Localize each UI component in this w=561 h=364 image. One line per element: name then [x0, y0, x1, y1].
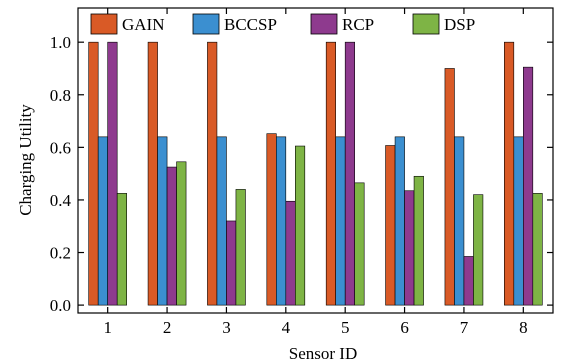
x-tick-label: 1 — [103, 318, 112, 337]
bar-bccsp-sensor-8 — [513, 136, 524, 306]
ticks-layer: 0.0 0.2 0.4 0.6 0.8 1.0 1 2 3 4 5 6 7 8 — [50, 8, 553, 337]
y-tick-label: 0.4 — [50, 191, 72, 210]
bar-rcp-sensor-2 — [166, 166, 177, 306]
x-tick-label: 8 — [519, 318, 528, 337]
legend-label: BCCSP — [224, 15, 277, 34]
legend-swatch — [412, 13, 440, 35]
bar-gain-sensor-8 — [504, 41, 515, 306]
bar-dsp-sensor-6 — [413, 175, 424, 306]
bar-bccsp-sensor-2 — [157, 136, 168, 306]
bar-rcp-sensor-8 — [523, 66, 534, 306]
bar-gain-sensor-6 — [385, 145, 396, 306]
bar-dsp-sensor-2 — [176, 161, 187, 306]
bar-gain-sensor-1 — [88, 41, 99, 306]
bar-bccsp-sensor-3 — [216, 136, 227, 306]
legend-item-bccsp: BCCSP — [192, 13, 277, 35]
y-tick-label: 0.6 — [50, 138, 71, 157]
legend-item-dsp: DSP — [412, 13, 475, 35]
bar-rcp-sensor-5 — [344, 41, 355, 306]
bar-rcp-sensor-3 — [226, 220, 237, 306]
bar-dsp-sensor-8 — [532, 193, 543, 306]
legend-swatch — [192, 13, 220, 35]
bar-rcp-sensor-4 — [285, 200, 296, 306]
legend-item-gain: GAIN — [90, 13, 165, 35]
x-tick-label: 2 — [163, 318, 172, 337]
bar-rcp-sensor-7 — [463, 256, 474, 306]
y-tick-label: 0.0 — [50, 296, 71, 315]
bar-dsp-sensor-3 — [235, 189, 246, 306]
bar-bccsp-sensor-7 — [454, 136, 465, 306]
x-tick-label: 5 — [341, 318, 350, 337]
bar-rcp-sensor-1 — [107, 41, 118, 306]
bars-layer — [88, 41, 543, 306]
bar-bccsp-sensor-1 — [97, 136, 108, 306]
legend-swatch — [90, 13, 118, 35]
axes-layer — [77, 7, 554, 314]
bar-bccsp-sensor-5 — [335, 136, 346, 306]
y-tick-label: 0.8 — [50, 86, 71, 105]
bar-gain-sensor-5 — [325, 41, 336, 306]
bar-bccsp-sensor-4 — [276, 136, 287, 306]
bar-rcp-sensor-6 — [404, 190, 415, 306]
x-tick-label: 7 — [460, 318, 469, 337]
y-axis-label: Charging Utility — [16, 104, 35, 216]
legend-item-rcp: RCP — [310, 13, 374, 35]
y-tick-label: 1.0 — [50, 33, 71, 52]
x-tick-label: 4 — [282, 318, 291, 337]
x-axis-label: Sensor ID — [289, 344, 357, 363]
legend-swatch — [310, 13, 338, 35]
bar-gain-sensor-4 — [266, 133, 277, 306]
legend: GAIN BCCSP RCP DSP — [90, 13, 475, 35]
x-tick-label: 3 — [222, 318, 231, 337]
bar-dsp-sensor-7 — [473, 194, 484, 306]
legend-label: GAIN — [122, 15, 165, 34]
y-tick-label: 0.2 — [50, 244, 71, 263]
bar-dsp-sensor-1 — [116, 193, 127, 306]
bar-dsp-sensor-5 — [354, 182, 365, 306]
legend-label: DSP — [444, 15, 475, 34]
bar-bccsp-sensor-6 — [394, 136, 405, 306]
bar-gain-sensor-2 — [147, 41, 158, 306]
bar-gain-sensor-3 — [207, 41, 218, 306]
legend-label: RCP — [342, 15, 374, 34]
x-tick-label: 6 — [400, 318, 409, 337]
plot-frame — [77, 7, 554, 314]
bar-gain-sensor-7 — [444, 68, 455, 306]
bar-dsp-sensor-4 — [295, 145, 306, 306]
